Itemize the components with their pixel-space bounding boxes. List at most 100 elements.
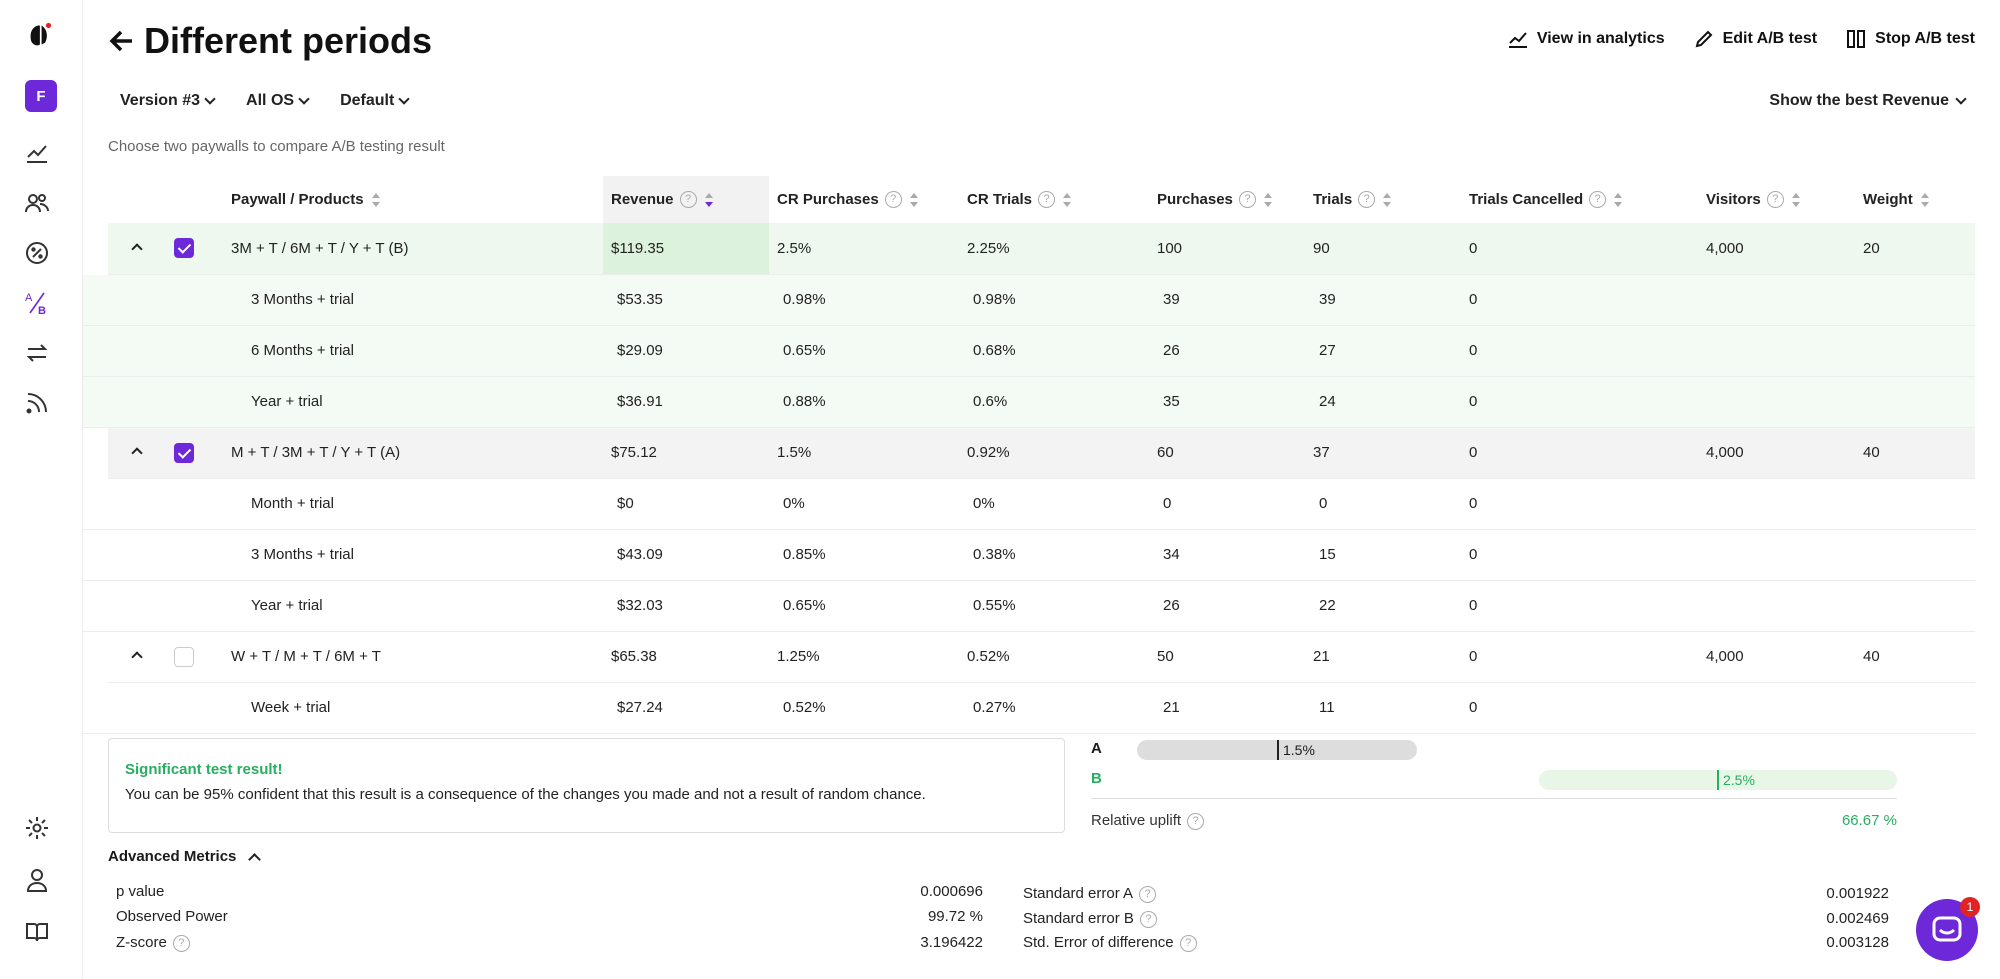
help-icon[interactable]: ?	[1766, 191, 1784, 209]
account-icon[interactable]	[22, 865, 52, 895]
help-icon[interactable]: ?	[1139, 885, 1157, 903]
trials-cancelled-cell: 0	[1461, 427, 1698, 479]
trials-cell: 37	[1305, 427, 1461, 479]
ab-comparison: A 1.5% B 2.5% Relative uplift? 66.67 %	[1091, 738, 1903, 838]
help-icon[interactable]: ?	[1139, 910, 1157, 928]
help-icon[interactable]: ?	[884, 191, 902, 209]
purchases-cell: 35	[1149, 376, 1305, 428]
chevron-down-icon	[204, 93, 216, 105]
cr-purchases-cell: 0.85%	[769, 529, 959, 581]
std-error-b-label: Standard error B?	[1023, 910, 1157, 928]
collapse-toggle[interactable]	[108, 223, 166, 275]
table-row-product: 3 Months + trial $43.09 0.85% 0.38% 34 1…	[83, 529, 1975, 581]
sort-icon[interactable]	[1383, 192, 1392, 207]
help-icon[interactable]: ?	[1238, 191, 1256, 209]
advanced-metrics-toggle[interactable]: Advanced Metrics	[108, 848, 262, 866]
help-icon[interactable]: ?	[172, 934, 190, 952]
paywall-table: Paywall / Products Revenue? CR Purchases…	[83, 176, 1975, 734]
select-checkbox[interactable]	[174, 442, 194, 463]
stop-ab-test-button[interactable]: Stop A/B test	[1845, 28, 1975, 50]
sort-icon[interactable]	[909, 192, 918, 207]
cr-trials-cell: 2.25%	[959, 223, 1149, 275]
help-icon[interactable]: ?	[679, 191, 697, 209]
help-icon[interactable]: ?	[1589, 191, 1607, 209]
page-title-text: Different periods	[144, 20, 433, 61]
chat-button[interactable]: 1	[1916, 897, 1980, 961]
feed-icon[interactable]	[22, 388, 52, 418]
default-dropdown[interactable]: Default	[340, 92, 410, 110]
revenue-cell: $32.03	[603, 580, 769, 632]
paywalls-icon[interactable]	[22, 238, 52, 268]
revenue-cell: $53.35	[603, 274, 769, 326]
view-in-analytics-button[interactable]: View in analytics	[1507, 28, 1665, 50]
variant-a-marker	[1277, 740, 1279, 760]
docs-icon[interactable]	[22, 917, 52, 947]
relative-uplift-label: Relative uplift?	[1091, 812, 1205, 830]
trials-cancelled-cell: 0	[1461, 325, 1698, 377]
chat-icon	[1932, 916, 1962, 942]
std-error-diff-label: Std. Error of difference?	[1023, 934, 1197, 952]
show-best-dropdown[interactable]: Show the best Revenue	[1769, 92, 1967, 110]
sort-icon[interactable]	[1614, 192, 1623, 207]
version-dropdown[interactable]: Version #3	[120, 92, 216, 110]
std-error-diff-value: 0.003128	[1826, 934, 1889, 951]
col-paywall-products[interactable]: Paywall / Products	[223, 176, 603, 223]
p-value: 0.000696	[920, 883, 983, 900]
visitors-cell: 4,000	[1698, 427, 1855, 479]
sort-icon[interactable]	[704, 192, 713, 207]
p-value-label: p value	[116, 883, 165, 900]
cr-purchases-cell: 1.5%	[769, 427, 959, 479]
os-dropdown[interactable]: All OS	[246, 92, 310, 110]
table-row-group[interactable]: 3M + T / 6M + T / Y + T (B) $119.35 2.5%…	[83, 223, 1975, 275]
select-checkbox[interactable]	[174, 238, 194, 259]
table-row-group[interactable]: M + T / 3M + T / Y + T (A) $75.12 1.5% 0…	[83, 427, 1975, 479]
settings-icon[interactable]	[22, 813, 52, 843]
col-visitors[interactable]: Visitors?	[1698, 176, 1855, 223]
chevron-up-icon	[131, 243, 143, 255]
cr-trials-cell: 0%	[959, 478, 1149, 530]
variant-a-bar: 1.5%	[1137, 740, 1417, 760]
chevron-up-icon	[248, 853, 262, 866]
chevron-up-icon	[131, 447, 143, 459]
z-score-label: Z-score?	[116, 934, 190, 952]
col-purchases[interactable]: Purchases?	[1149, 176, 1305, 223]
col-weight[interactable]: Weight	[1855, 176, 1975, 223]
collapse-toggle[interactable]	[108, 631, 166, 683]
col-cr-trials[interactable]: CR Trials?	[959, 176, 1149, 223]
select-checkbox[interactable]	[174, 646, 194, 667]
sort-icon[interactable]	[1791, 192, 1800, 207]
col-revenue[interactable]: Revenue?	[603, 176, 769, 223]
sort-icon[interactable]	[1063, 192, 1072, 207]
product-name: 6 Months + trial	[223, 325, 603, 377]
visitors-cell: 4,000	[1698, 223, 1855, 275]
edit-ab-test-button[interactable]: Edit A/B test	[1693, 28, 1817, 50]
help-icon[interactable]: ?	[1038, 191, 1056, 209]
sort-icon[interactable]	[1263, 192, 1272, 207]
product-name: Year + trial	[223, 376, 603, 428]
observed-power-label: Observed Power	[116, 908, 228, 925]
help-icon[interactable]: ?	[1187, 812, 1205, 830]
trials-cell: 22	[1305, 580, 1461, 632]
back-arrow-icon[interactable]	[108, 27, 136, 55]
users-icon[interactable]	[22, 188, 52, 218]
variant-a-value: 1.5%	[1283, 742, 1315, 758]
workspace-avatar[interactable]: F	[25, 80, 57, 112]
transfer-icon[interactable]	[22, 338, 52, 368]
col-trials-cancelled[interactable]: Trials Cancelled?	[1461, 176, 1698, 223]
select-cell[interactable]	[166, 427, 223, 479]
sort-icon[interactable]	[1920, 193, 1929, 208]
show-best-value: Show the best Revenue	[1769, 92, 1949, 109]
table-row-group[interactable]: W + T / M + T / 6M + T $65.38 1.25% 0.52…	[83, 631, 1975, 683]
select-cell[interactable]	[166, 223, 223, 275]
revenue-cell: $36.91	[603, 376, 769, 428]
col-cr-purchases[interactable]: CR Purchases?	[769, 176, 959, 223]
select-cell[interactable]	[166, 631, 223, 683]
analytics-icon[interactable]	[22, 138, 52, 168]
help-icon[interactable]: ?	[1358, 191, 1376, 209]
app-logo-icon[interactable]	[24, 20, 54, 50]
help-icon[interactable]: ?	[1179, 934, 1197, 952]
sort-icon[interactable]	[371, 193, 380, 208]
collapse-toggle[interactable]	[108, 427, 166, 479]
col-trials[interactable]: Trials?	[1305, 176, 1461, 223]
